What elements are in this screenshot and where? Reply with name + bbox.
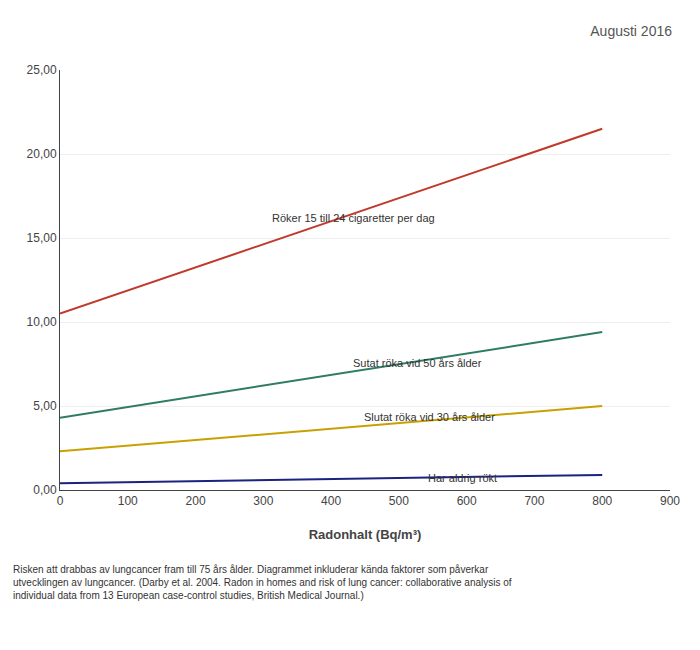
svg-text:900: 900	[660, 494, 680, 508]
svg-text:10,00: 10,00	[27, 315, 57, 329]
svg-text:Slutat röka vid 30 års ålder: Slutat röka vid 30 års ålder	[364, 411, 495, 423]
svg-text:0,00: 0,00	[33, 483, 57, 497]
svg-text:20,00: 20,00	[27, 147, 57, 161]
svg-text:Har aldrig rökt: Har aldrig rökt	[428, 472, 497, 484]
svg-text:Röker 15 till 24 cigaretter pe: Röker 15 till 24 cigaretter per dag	[272, 212, 435, 224]
svg-text:300: 300	[253, 494, 273, 508]
svg-text:100: 100	[118, 494, 138, 508]
svg-text:800: 800	[592, 494, 612, 508]
svg-text:0: 0	[57, 494, 64, 508]
svg-text:700: 700	[524, 494, 544, 508]
svg-text:Radonhalt (Bq/m³): Radonhalt (Bq/m³)	[309, 527, 422, 542]
svg-text:600: 600	[457, 494, 477, 508]
svg-text:15,00: 15,00	[27, 231, 57, 245]
svg-text:200: 200	[186, 494, 206, 508]
svg-text:25,00: 25,00	[27, 63, 57, 77]
svg-text:Augusti 2016: Augusti 2016	[590, 23, 672, 39]
svg-text:400: 400	[321, 494, 341, 508]
svg-text:5,00: 5,00	[33, 399, 57, 413]
svg-text:Sutat röka vid 50 års ålder: Sutat röka vid 50 års ålder	[353, 357, 482, 369]
svg-text:Risken att drabbas av lungcanc: Risken att drabbas av lungcancer fram ti…	[13, 564, 512, 601]
svg-text:500: 500	[389, 494, 409, 508]
